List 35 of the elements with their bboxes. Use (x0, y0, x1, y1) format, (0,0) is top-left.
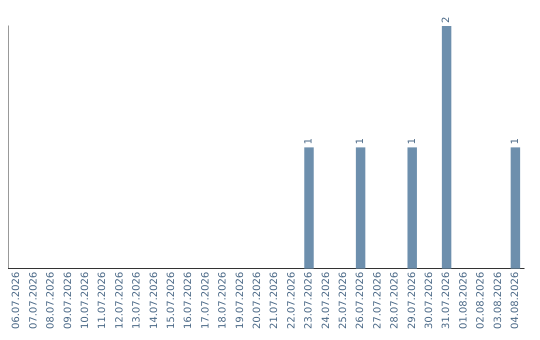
x-tick-label: 27.07.2026 (372, 272, 384, 330)
x-tick-label: 21.07.2026 (269, 272, 280, 330)
x-tick-label: 15.07.2026 (166, 272, 177, 330)
x-tick-label: 10.07.2026 (80, 272, 91, 330)
x-tick-label: 23.07.2026 (304, 272, 315, 330)
x-tick-label: 29.07.2026 (406, 272, 418, 330)
data-label: 1 (304, 138, 315, 144)
x-tick-label: 04.08.2026 (510, 272, 521, 330)
x-tick-label: 11.07.2026 (97, 272, 108, 330)
x-tick-label: 09.07.2026 (62, 272, 74, 330)
x-tick-label: 17.07.2026 (200, 272, 212, 330)
x-tick-label: 19.07.2026 (234, 272, 246, 330)
x-tick-label: 25.07.2026 (338, 272, 349, 330)
x-tick-label: 13.07.2026 (132, 272, 143, 330)
x-tick-label: 02.08.2026 (476, 272, 487, 330)
x-tick-label: 03.08.2026 (492, 272, 504, 330)
x-tick-label: 07.07.2026 (28, 272, 40, 330)
data-label: 2 (441, 16, 452, 23)
x-tick-label: 22.07.2026 (286, 272, 298, 330)
data-label: 1 (510, 138, 521, 144)
data-label: 1 (406, 138, 418, 144)
x-tick-label: 01.08.2026 (458, 272, 470, 330)
x-tick-label: 28.07.2026 (390, 272, 401, 330)
x-tick-label: 31.07.2026 (441, 272, 452, 330)
data-label: 1 (355, 138, 366, 144)
x-tick-label: 06.07.2026 (11, 272, 22, 330)
x-tick-label: 26.07.2026 (355, 272, 366, 330)
x-tick-label: 18.07.2026 (218, 272, 229, 330)
x-tick-label: 14.07.2026 (148, 272, 160, 330)
x-tick-label: 30.07.2026 (424, 272, 435, 330)
x-tick-label: 12.07.2026 (114, 272, 126, 330)
x-tick-label: 20.07.2026 (252, 272, 263, 330)
x-tick-label: 08.07.2026 (46, 272, 57, 330)
x-tick-label: 24.07.2026 (320, 272, 332, 330)
x-tick-label: 16.07.2026 (183, 272, 194, 330)
